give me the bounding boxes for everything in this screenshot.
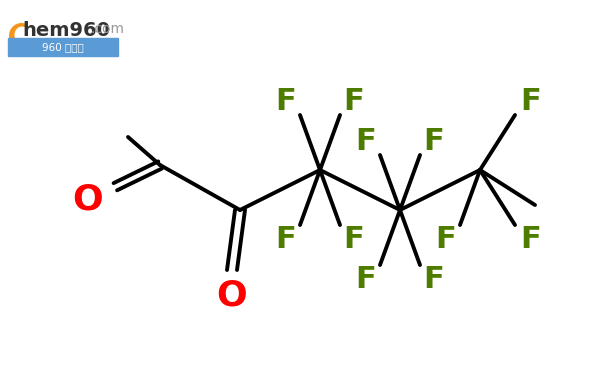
Text: F: F xyxy=(344,225,364,254)
Text: F: F xyxy=(276,225,296,254)
Text: O: O xyxy=(217,278,247,312)
Text: F: F xyxy=(356,264,376,294)
Text: C: C xyxy=(8,22,28,50)
Text: F: F xyxy=(424,264,445,294)
Text: F: F xyxy=(521,225,541,254)
Text: .com: .com xyxy=(90,22,124,36)
Text: F: F xyxy=(356,126,376,156)
Bar xyxy=(8,38,118,56)
Text: O: O xyxy=(73,183,103,217)
Text: 960 化工网: 960 化工网 xyxy=(42,42,84,52)
Text: F: F xyxy=(344,87,364,116)
Text: F: F xyxy=(276,87,296,116)
Text: F: F xyxy=(521,87,541,116)
Text: hem960: hem960 xyxy=(22,21,110,40)
Text: F: F xyxy=(436,225,456,254)
Text: F: F xyxy=(424,126,445,156)
